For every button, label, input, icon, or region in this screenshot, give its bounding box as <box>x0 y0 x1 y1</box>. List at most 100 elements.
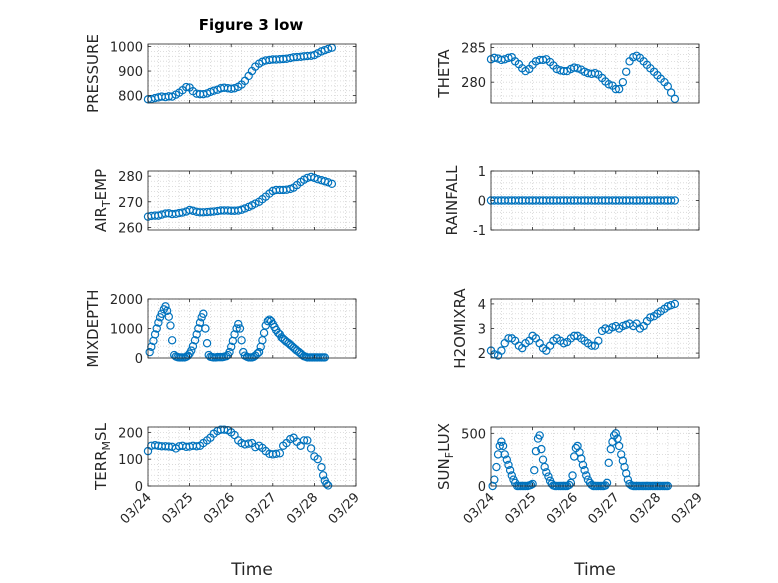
axes-background <box>148 299 356 358</box>
data-point <box>178 208 187 217</box>
x-tick-label: 03/24 <box>461 490 498 527</box>
data-point <box>187 346 196 355</box>
y-tick-label: 0 <box>478 480 486 495</box>
data-point <box>544 472 553 481</box>
data-point <box>614 84 624 94</box>
data-point <box>240 204 250 213</box>
data-point <box>582 471 591 480</box>
x-axis-label: Time <box>230 560 273 580</box>
x-tick-label: 03/25 <box>502 490 539 527</box>
data-point <box>188 342 198 351</box>
data-point <box>192 442 201 451</box>
y-tick-label: 500 <box>461 427 486 442</box>
axes-background <box>491 427 699 486</box>
x-tick-label: 03/29 <box>669 490 706 527</box>
y-tick-label: 260 <box>118 221 143 236</box>
subplot-mixdepth: 0 1000 2000 MIXDEPTH <box>84 289 357 368</box>
x-tick-label: 03/26 <box>544 490 581 527</box>
y-tick-label: 900 <box>118 65 143 80</box>
data-point <box>497 346 506 355</box>
data-point <box>145 347 154 357</box>
data-point <box>500 450 509 459</box>
data-point <box>502 455 512 464</box>
y-tick-label: 200 <box>118 426 143 441</box>
y-tick-label: 800 <box>118 90 143 105</box>
data-point <box>195 318 205 327</box>
y-axis-label: H2OMIXRA <box>451 288 469 369</box>
y-tick-label: 280 <box>118 170 143 185</box>
y-tick-label: 270 <box>118 196 143 211</box>
y-tick-label: 285 <box>461 41 486 56</box>
data-point <box>663 82 673 91</box>
axes-frame <box>147 43 357 104</box>
data-point <box>670 299 680 309</box>
data-point <box>152 324 161 333</box>
y-axis-label: RAINFALL <box>443 165 461 236</box>
subplot-rainfall: -1 0 1 RAINFALL <box>443 165 700 239</box>
data-point <box>505 465 515 475</box>
data-point <box>540 462 549 472</box>
data-point <box>219 425 229 434</box>
data-point <box>237 336 246 345</box>
data-point <box>234 319 243 329</box>
data-point <box>313 454 322 464</box>
y-tick-label: 1 <box>478 165 486 180</box>
y-axis-label: MIXDEPTH <box>84 289 102 367</box>
axes-frame <box>147 426 357 487</box>
data-point <box>164 312 173 321</box>
y-tick-label: 100 <box>118 453 143 468</box>
data-point <box>530 465 539 475</box>
x-tick-label: 03/27 <box>243 490 280 527</box>
figure-title: Figure 3 low <box>199 16 304 34</box>
x-tick-label: 03/26 <box>201 490 238 527</box>
data-point <box>611 84 621 94</box>
data-point <box>568 471 577 480</box>
data-point <box>320 353 329 362</box>
data-point <box>504 53 513 63</box>
data-point <box>226 342 236 351</box>
data-point <box>526 480 536 490</box>
y-tick-label: 1000 <box>110 323 143 338</box>
data-point <box>323 44 333 54</box>
data-point <box>230 84 239 93</box>
data-point <box>670 94 680 104</box>
data-point <box>317 463 326 472</box>
data-point <box>323 481 333 490</box>
y-tick-label: 4 <box>478 298 486 313</box>
x-tick-label: 03/25 <box>159 490 196 527</box>
data-point <box>587 341 596 350</box>
data-point <box>182 82 191 92</box>
x-tick-label: 03/28 <box>284 490 321 527</box>
axes-frame <box>490 426 700 487</box>
y-tick-label: 0 <box>135 480 143 495</box>
data-point <box>573 64 582 73</box>
data-point <box>497 437 506 446</box>
data-point <box>192 330 201 339</box>
data-point <box>167 336 177 345</box>
data-point <box>614 441 624 451</box>
data-point <box>150 330 160 339</box>
data-point <box>162 306 172 315</box>
data-point <box>209 86 218 95</box>
data-point <box>303 436 312 445</box>
x-tick-label: 03/24 <box>118 490 155 527</box>
data-point <box>318 471 328 480</box>
data-point <box>154 318 163 327</box>
data-point <box>537 444 546 454</box>
data-point <box>299 436 309 445</box>
subplot-pressure: 800 900 1000 PRESSURE <box>84 34 357 113</box>
y-tick-label: 3 <box>478 323 486 338</box>
data-point <box>306 444 316 453</box>
y-tick-label: 2 <box>478 347 486 362</box>
y-tick-label: 0 <box>478 195 486 210</box>
data-point <box>646 313 655 322</box>
data-point <box>232 324 241 333</box>
data-point <box>594 336 603 345</box>
y-tick-label: 1000 <box>110 40 143 55</box>
data-point <box>320 177 329 186</box>
data-point <box>565 480 574 490</box>
subplot-theta: 280 285 THETA <box>435 41 700 104</box>
